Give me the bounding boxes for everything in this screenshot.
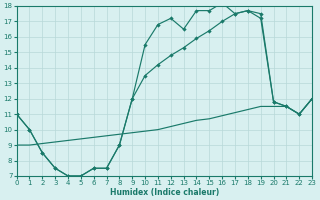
- X-axis label: Humidex (Indice chaleur): Humidex (Indice chaleur): [110, 188, 219, 197]
